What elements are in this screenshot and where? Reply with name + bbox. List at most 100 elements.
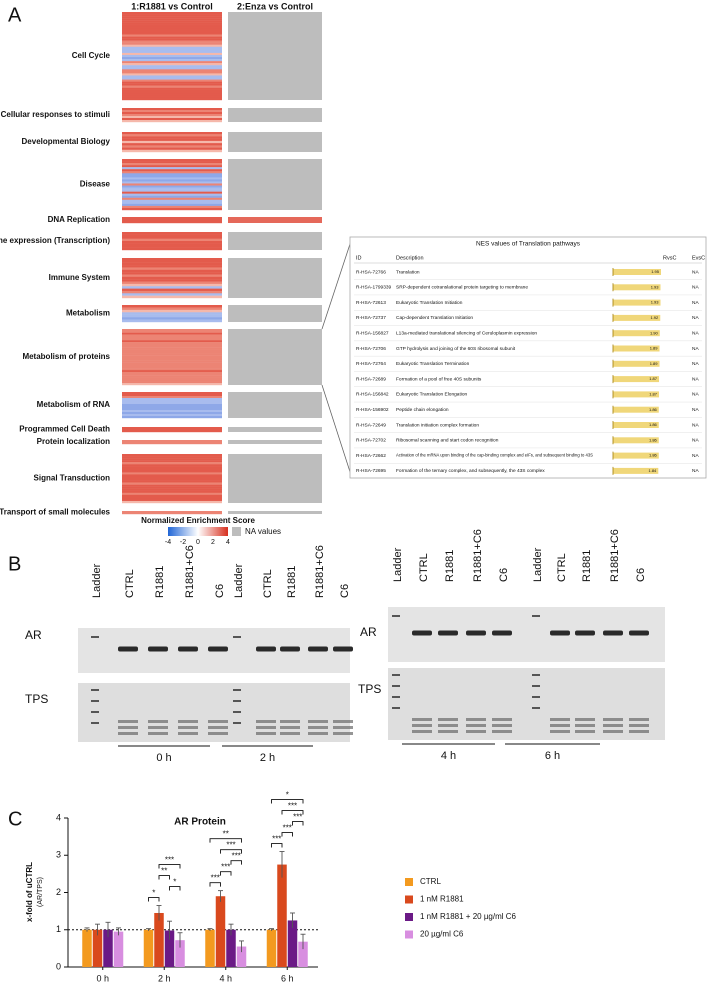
row-id: R-HSA-1799339: [356, 285, 392, 291]
heat-stripe: [122, 243, 222, 246]
heat-stripe: [122, 247, 222, 251]
ar-band: [208, 646, 228, 652]
ar-band: [333, 646, 353, 652]
row-label: Transport of small molecules: [0, 508, 111, 517]
evsc: NA: [692, 422, 699, 428]
row-description: SRP-dependent cotranslational protein ta…: [396, 285, 528, 291]
lane-label: R1881+C6: [314, 545, 326, 598]
heat-stripe: [122, 65, 222, 68]
heat-stripe: [122, 402, 222, 405]
heat-stripe: [122, 179, 222, 182]
heat-stripe: [122, 30, 222, 33]
tps-band: [466, 730, 486, 733]
table-header: EvsC: [692, 255, 705, 261]
significance-label: ***: [272, 835, 281, 844]
evsc: NA: [692, 468, 699, 474]
heat-stripe: [122, 50, 222, 54]
row-description: Cap-dependent Translation Initiation: [396, 315, 473, 321]
y-tick-label: 0: [56, 961, 61, 971]
tps-band: [148, 726, 168, 729]
heat-stripe: [122, 197, 222, 200]
heat-stripe: [122, 112, 222, 115]
heat-stripe: [122, 149, 222, 153]
heat-stripe: [122, 67, 222, 70]
significance-bracket: [220, 871, 232, 876]
heat-stripe: [122, 466, 222, 469]
row-label: DNA Replication: [48, 215, 110, 224]
tps-band: [629, 724, 649, 727]
heat-stripe: [122, 470, 222, 473]
lane-label: CTRL: [262, 569, 274, 598]
row-id: R-HSA-72706: [356, 346, 386, 352]
panel-label: A: [8, 4, 22, 26]
na-cell: [228, 427, 322, 432]
heat-stripe: [122, 351, 222, 354]
tps-band: [148, 720, 168, 723]
y-tick-label: 1: [56, 924, 61, 934]
row-id: R-HSA-72737: [356, 315, 386, 321]
heat-stripe: [122, 199, 222, 203]
heat-stripe: [122, 343, 222, 346]
nes-label: 1.92: [650, 315, 659, 320]
heat-stripe: [122, 492, 222, 496]
heat-stripe: [122, 482, 222, 485]
y-tick-label: 4: [56, 812, 61, 822]
heat-stripe: [122, 408, 222, 411]
ladder-band: [392, 707, 400, 709]
nes-label: 1.93: [651, 300, 660, 305]
significance-bracket: [271, 799, 304, 804]
heat-stripe: [122, 288, 222, 292]
row-label: TPS: [358, 682, 381, 696]
significance-label: ***: [288, 802, 297, 811]
ladder-band: [392, 685, 400, 687]
na-cell: [228, 12, 322, 100]
heat-stripe: [122, 360, 222, 363]
heat-stripe: [122, 97, 222, 101]
heat-stripe: [122, 307, 222, 311]
significance-bracket: [271, 843, 283, 848]
evsc: NA: [692, 376, 699, 382]
row-description: Peptide chain elongation: [396, 407, 449, 413]
nes-bar: [613, 467, 659, 474]
nes-bar: [613, 391, 660, 398]
heat-stripe: [122, 48, 222, 52]
na-cell: [228, 108, 322, 122]
heat-stripe: [122, 349, 222, 352]
heat-stripe: [122, 95, 222, 99]
legend-label: 1 nM R1881: [420, 895, 464, 904]
ar-band: [438, 630, 458, 636]
heat-stripe: [122, 143, 222, 146]
tps-band: [118, 732, 138, 735]
colorbar-tick: 4: [226, 539, 230, 546]
heat-stripe: [122, 373, 222, 376]
bar: [164, 930, 175, 967]
lane-label: CTRL: [124, 569, 136, 598]
row-id: R-HSA-156842: [356, 392, 389, 398]
lane-label: R1881: [581, 550, 593, 582]
ar-band: [492, 630, 512, 636]
nes-bar: [613, 345, 660, 352]
nes-label: 1.86: [649, 407, 658, 412]
significance-label: *: [152, 889, 155, 898]
heat-stripe: [122, 203, 222, 207]
significance-bracket: [281, 832, 293, 837]
heat-stripe: [122, 87, 222, 90]
ladder-band: [233, 700, 241, 702]
heat-stripe: [122, 309, 222, 313]
tps-band: [280, 732, 300, 735]
tps-band: [178, 732, 198, 735]
heat-stripe: [122, 427, 222, 433]
heat-stripe: [122, 132, 222, 135]
heat-stripe: [122, 14, 222, 17]
nes-label: 1.90: [650, 330, 659, 335]
heat-stripe: [122, 18, 222, 21]
evsc: NA: [692, 392, 699, 398]
legend-swatch: [405, 930, 413, 939]
nes-label: 1.87: [649, 391, 658, 396]
heat-stripe: [122, 108, 222, 111]
row-label: AR: [25, 628, 42, 642]
heat-stripe: [122, 181, 222, 184]
heat-stripe: [122, 36, 222, 39]
tps-band: [492, 718, 512, 721]
column-title: 1:R1881 vs Control: [131, 1, 213, 11]
